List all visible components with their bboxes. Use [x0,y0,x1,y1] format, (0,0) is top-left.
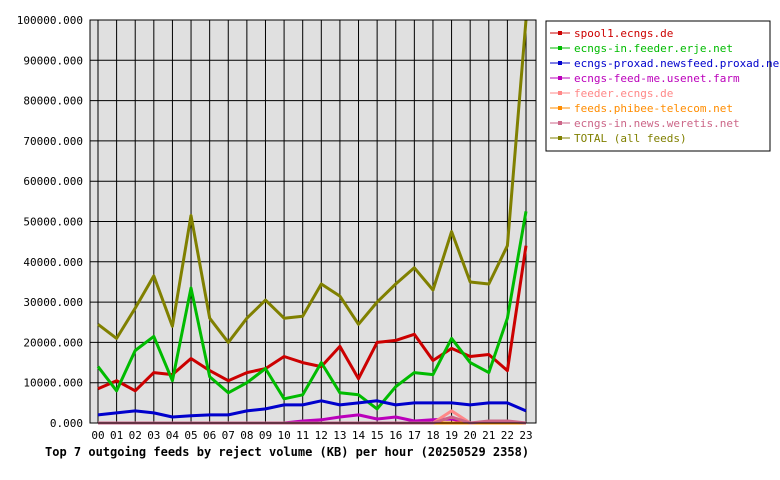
x-tick-label: 20 [464,429,477,442]
legend-marker [558,61,562,65]
legend-box [545,20,771,152]
legend-label: TOTAL (all feeds) [574,132,687,145]
y-tick-label: 0.000 [50,417,83,430]
x-tick-label: 16 [389,429,402,442]
legend: spool1.ecngs.de ecngs-in.feeder.erje.net e… [545,20,780,152]
x-tick-label: 02 [129,429,142,442]
x-tick-label: 06 [203,429,216,442]
x-tick-label: 01 [110,429,123,442]
series-line-1 [96,211,528,411]
x-tick-label: 15 [371,429,384,442]
x-tick-label: 23 [519,429,532,442]
legend-marker [558,121,562,125]
x-tick-label: 00 [91,429,104,442]
x-tick-label: 11 [296,429,309,442]
x-tick-label: 22 [501,429,514,442]
y-axis-ticks: 0.000 10000.000 20000.000 30000.000 40000.00… [17,14,83,430]
y-tick-label: 20000.000 [23,336,83,349]
legend-label: feeds.phibee-telecom.net [574,102,733,115]
chart-title: Top 7 outgoing feeds by reject volume (K… [45,445,529,459]
x-tick-label: 07 [222,429,235,442]
y-tick-label: 70000.000 [23,135,83,148]
legend-marker [558,31,562,35]
legend-marker [558,76,562,80]
x-axis-ticks: 00 01 02 03 04 05 06 07 08 09 10 11 12 13 14 15 16 17 18 19… [91,429,532,442]
x-tick-label: 17 [408,429,421,442]
y-tick-label: 80000.000 [23,95,83,108]
x-tick-label: 10 [277,429,290,442]
series-line-7 [97,19,528,344]
series-line-2 [97,399,527,419]
y-tick-label: 50000.000 [23,216,83,229]
legend-label: spool1.ecngs.de [574,27,673,40]
legend-label: ecngs-in.news.weretis.net [574,117,740,130]
legend-label: ecngs-in.feeder.erje.net [574,42,733,55]
x-tick-label: 08 [240,429,253,442]
x-tick-label: 05 [184,429,197,442]
x-tick-label: 03 [147,429,160,442]
y-tick-label: 100000.000 [17,14,83,27]
plot-frame [89,19,537,424]
legend-label: ecngs-proxad.newsfeed.proxad.net [574,57,780,70]
y-tick-label: 30000.000 [23,296,83,309]
x-tick-label: 04 [166,429,180,442]
x-tick-label: 09 [259,429,272,442]
x-tick-label: 14 [352,429,366,442]
x-tick-label: 13 [333,429,346,442]
x-tick-label: 21 [482,429,495,442]
x-tick-label: 18 [426,429,439,442]
legend-marker [558,91,562,95]
y-tick-label: 40000.000 [23,256,83,269]
x-tick-label: 12 [315,429,328,442]
y-tick-label: 90000.000 [23,54,83,67]
legend-marker [558,136,562,140]
legend-marker [558,106,562,110]
x-tick-label: 19 [445,429,458,442]
legend-label: ecngs-feed-me.usenet.farm [574,72,740,85]
legend-marker [558,46,562,50]
y-tick-label: 10000.000 [23,377,83,390]
legend-label: feeder.ecngs.de [574,87,673,100]
y-tick-label: 60000.000 [23,175,83,188]
